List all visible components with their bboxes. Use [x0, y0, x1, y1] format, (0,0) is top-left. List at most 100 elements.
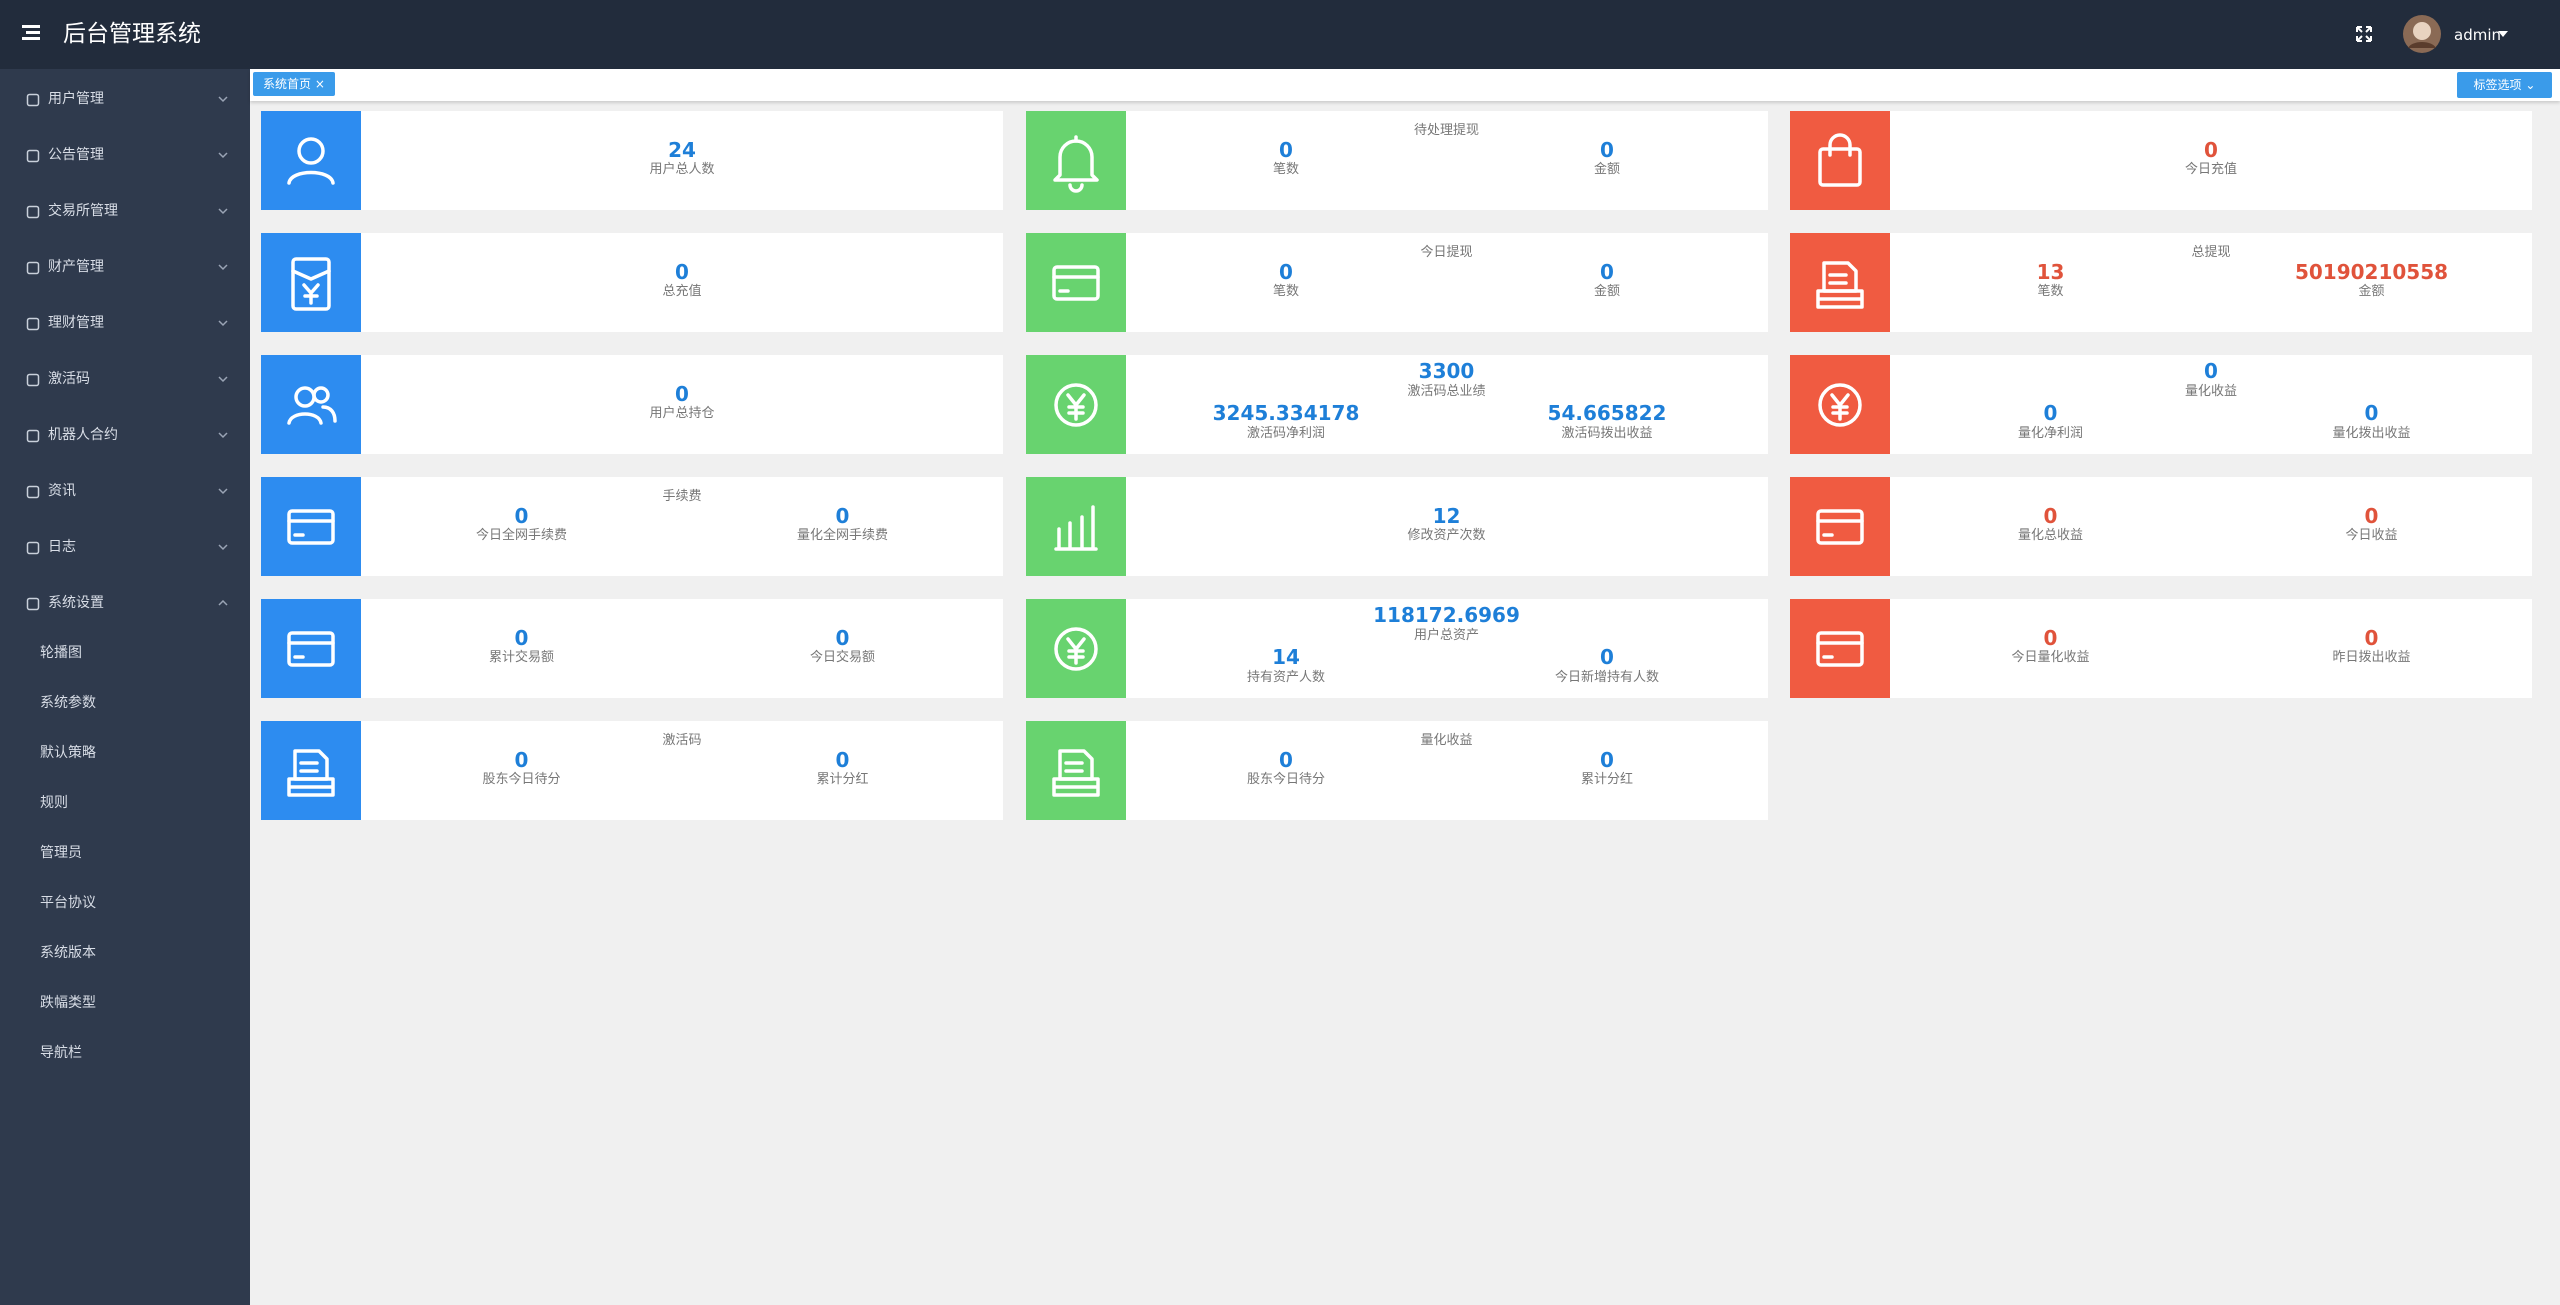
tab[interactable]: 系统首页 ×	[253, 72, 335, 96]
stat-value: 50190210558	[2294, 260, 2449, 284]
menu-icon	[26, 373, 40, 387]
stat-value: 0	[2364, 504, 2379, 528]
menu-item[interactable]: 财产管理	[0, 248, 250, 286]
card-title: 激活码	[662, 733, 702, 748]
menu-item[interactable]: 交易所管理	[0, 192, 250, 230]
stat-label: 累计交易额	[488, 650, 555, 665]
card-icon	[1025, 599, 1126, 698]
stat-value: 0	[1279, 138, 1293, 162]
stat-card: 激活码 0 股东今日待分 0 累计分红	[261, 721, 1003, 820]
menu-label: 日志	[48, 539, 76, 555]
submenu-item[interactable]: 默认策略	[40, 745, 96, 761]
stat-card: 0 总充值	[261, 233, 1003, 332]
menu-item[interactable]: 理财管理	[0, 304, 250, 342]
stat-label: 量化全网手续费	[796, 528, 889, 543]
menu-icon	[26, 317, 40, 331]
menu-chevron	[218, 96, 228, 103]
stat-value: 0	[1279, 748, 1293, 772]
icon-glyph	[1816, 509, 1864, 545]
stat-value: 3300	[1418, 359, 1475, 383]
stat-card: 0 量化总收益 0 今日收益	[1790, 477, 2532, 576]
stat-card: 0 今日充值	[1790, 111, 2532, 210]
menu-item[interactable]: 公告管理	[0, 136, 250, 174]
stat-label: 激活码净利润	[1246, 426, 1326, 441]
menu-item[interactable]: 系统设置	[0, 584, 250, 622]
stat-value: 0	[1279, 260, 1293, 284]
card-title: 待处理提现	[1413, 123, 1480, 138]
icon-glyph	[287, 386, 337, 425]
stat-label: 今日充值	[2184, 162, 2238, 177]
stat-value: 0	[835, 748, 850, 772]
user-name[interactable]: admin	[2454, 26, 2501, 44]
menu-icon	[26, 205, 40, 219]
stat-value: 0	[1600, 748, 1614, 772]
menu-label: 用户管理	[48, 91, 104, 107]
stat-card: 量化收益 0 股东今日待分 0 累计分红	[1025, 721, 1768, 820]
submenu-item[interactable]: 轮播图	[40, 645, 82, 661]
stat-value: 118172.6969	[1373, 603, 1520, 627]
menu-icon	[26, 485, 40, 499]
submenu-item[interactable]: 平台协议	[40, 895, 96, 911]
menu-chevron	[218, 152, 228, 159]
stat-value: 0	[1600, 645, 1614, 669]
fullscreen-button[interactable]	[2355, 25, 2373, 43]
menu-toggle[interactable]	[22, 24, 40, 40]
stat-label: 量化净利润	[2017, 426, 2084, 441]
icon-glyph	[1051, 749, 1100, 797]
stat-value: 0	[2364, 401, 2379, 425]
card-icon	[1790, 233, 1890, 332]
stat-label: 总充值	[662, 284, 702, 299]
menu-chevron	[218, 208, 228, 215]
submenu-item[interactable]: 导航栏	[40, 1045, 82, 1061]
menu-chevron	[218, 376, 228, 383]
stat-value: 0	[675, 260, 689, 284]
stat-label: 金额	[1593, 162, 1621, 177]
submenu-item[interactable]: 跌幅类型	[40, 995, 96, 1011]
menu-item[interactable]: 资讯	[0, 472, 250, 510]
card-icon	[1025, 111, 1126, 210]
card-title: 量化收益	[1420, 733, 1473, 748]
user-dropdown[interactable]	[2498, 31, 2508, 37]
menu-item[interactable]: 激活码	[0, 360, 250, 398]
card-title: 今日提现	[1420, 245, 1473, 260]
menu-icon	[26, 597, 40, 611]
card-icon	[1025, 355, 1126, 454]
submenu-item[interactable]: 管理员	[40, 845, 82, 861]
menu-item[interactable]: 机器人合约	[0, 416, 250, 454]
icon-glyph	[1816, 261, 1864, 309]
menu-chevron	[218, 432, 228, 439]
stat-card: 3300 激活码总业绩 3245.334178 激活码净利润 54.665822 激活码拨…	[1025, 355, 1768, 454]
stat-value: 0	[2204, 359, 2218, 383]
tab-options-label: 标签选项	[2473, 78, 2522, 92]
stat-label: 量化收益	[2184, 384, 2238, 399]
stat-label: 量化拨出收益	[2332, 426, 2411, 441]
menu-label: 财产管理	[48, 259, 104, 275]
app-title: 后台管理系统	[63, 21, 201, 47]
card-icon	[261, 355, 361, 454]
card-icon	[261, 721, 361, 820]
card-icon	[1790, 355, 1890, 454]
stat-label: 用户总资产	[1413, 628, 1480, 643]
menu-chevron	[218, 600, 228, 606]
stat-label: 今日量化收益	[2011, 650, 2090, 665]
stat-card: 0 累计交易额 0 今日交易额	[261, 599, 1003, 698]
stat-label: 激活码拨出收益	[1561, 426, 1653, 441]
tab-options[interactable]: 标签选项 ⌄	[2457, 72, 2552, 98]
submenu-item[interactable]: 系统版本	[40, 945, 96, 961]
avatar[interactable]	[2402, 14, 2442, 54]
submenu-item[interactable]: 系统参数	[40, 695, 96, 711]
stat-value: 0	[835, 626, 850, 650]
stat-label: 今日新增持有人数	[1554, 670, 1660, 685]
card-icon	[261, 111, 361, 210]
stat-value: 0	[2043, 401, 2058, 425]
menu-item[interactable]: 用户管理	[0, 80, 250, 118]
stat-label: 笔数	[1272, 162, 1300, 177]
header: 后台管理系统 admin	[0, 0, 2560, 69]
menu-item[interactable]: 日志	[0, 528, 250, 566]
icon-glyph	[1053, 505, 1098, 551]
card-icon	[1790, 111, 1890, 210]
card-icon	[1790, 599, 1890, 698]
submenu-item[interactable]: 规则	[40, 795, 68, 811]
card-title: 手续费	[662, 489, 702, 504]
stat-label: 修改资产次数	[1407, 528, 1486, 543]
